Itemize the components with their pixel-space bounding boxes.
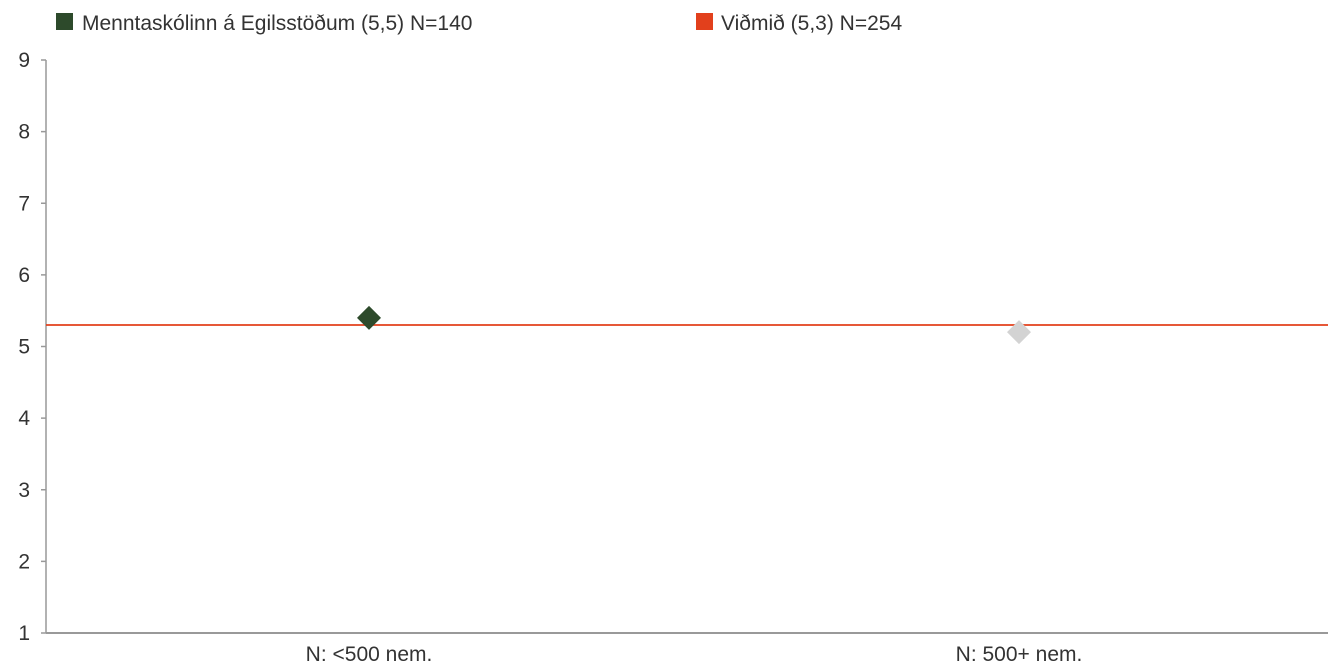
y-tick-label: 1 — [18, 622, 30, 645]
legend-label-2: Viðmið (5,3) N=254 — [721, 12, 902, 35]
y-tick-label: 9 — [18, 49, 30, 72]
legend-swatch-2 — [696, 13, 713, 30]
y-tick-label: 4 — [18, 407, 30, 430]
x-tick-label: N: <500 nem. — [306, 643, 433, 665]
y-tick-label: 6 — [18, 264, 30, 287]
legend-label-1: Menntaskólinn á Egilsstöðum (5,5) N=140 — [82, 12, 472, 35]
y-tick-label: 8 — [18, 121, 30, 144]
legend: Menntaskólinn á Egilsstöðum (5,5) N=140 V… — [56, 12, 902, 35]
data-point-2 — [1007, 320, 1031, 345]
y-tick-label: 2 — [18, 550, 30, 573]
legend-swatch-1 — [56, 13, 73, 30]
axes: 1 2 3 4 5 6 7 8 9 N: <500 nem. N: 500+ nem. — [18, 49, 1328, 665]
y-tick-label: 3 — [18, 479, 30, 502]
y-tick-label: 5 — [18, 336, 30, 359]
data-point-1 — [357, 305, 381, 330]
x-tick-label: N: 500+ nem. — [956, 643, 1083, 665]
data-points — [357, 305, 1031, 345]
y-tick-label: 7 — [18, 192, 30, 215]
